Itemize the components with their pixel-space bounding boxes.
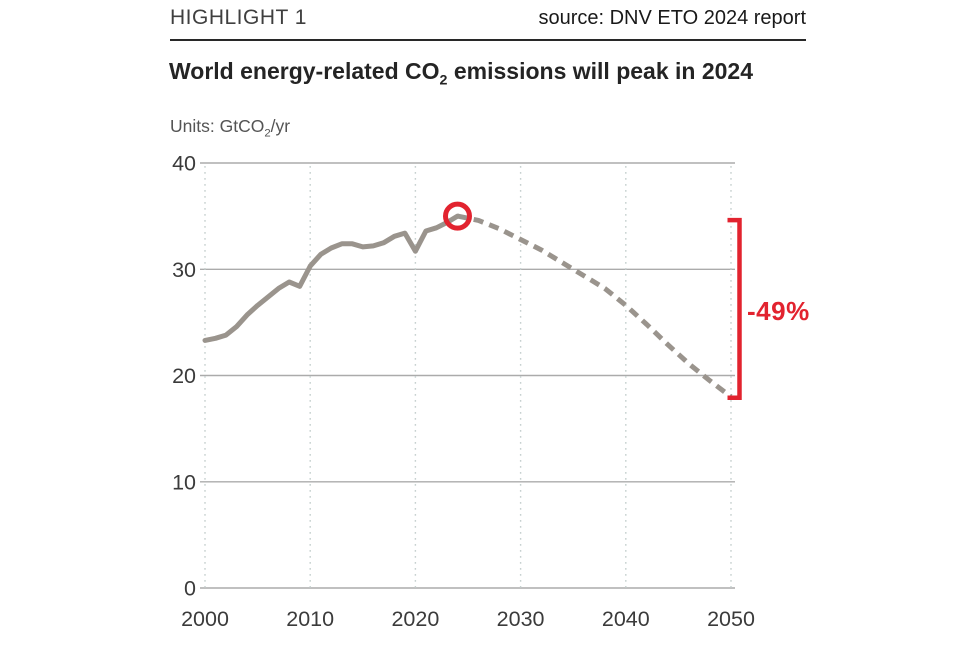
units-label-post: /yr — [270, 116, 291, 136]
x-tick-label: 2040 — [602, 607, 650, 631]
peak-marker-circle — [443, 201, 472, 231]
header-divider — [170, 39, 806, 41]
x-tick-label: 2000 — [181, 607, 229, 631]
forecast-emissions-line — [456, 213, 733, 399]
x-tick-label: 2020 — [391, 607, 439, 631]
x-tick-label: 2050 — [707, 607, 755, 631]
x-tick-label: 2030 — [497, 607, 545, 631]
y-tick-label: 10 — [172, 470, 196, 494]
x-tick-label: 2010 — [286, 607, 334, 631]
chart-title: World energy-related CO2 emissions will … — [169, 58, 754, 88]
historical-emissions-line — [202, 213, 460, 343]
y-tick-label: 20 — [172, 364, 196, 388]
chart-title-subscript: 2 — [439, 72, 448, 89]
source-label: source: DNV ETO 2024 report — [538, 7, 806, 29]
units-label: Units: GtCO2/yr — [170, 116, 291, 140]
highlight-label: HIGHLIGHT 1 — [170, 6, 307, 29]
units-label-pre: Units: GtCO — [170, 116, 265, 136]
decline-percentage-label: -49% — [747, 296, 810, 326]
chart-title-post: emissions will peak in 2024 — [447, 58, 754, 84]
decline-bracket — [727, 217, 742, 401]
y-tick-label: 30 — [172, 258, 196, 282]
units-label-subscript: 2 — [264, 127, 271, 140]
y-tick-label: 40 — [172, 152, 196, 176]
chart-title-pre: World energy-related CO — [169, 58, 440, 84]
y-tick-label: 0 — [184, 577, 196, 601]
